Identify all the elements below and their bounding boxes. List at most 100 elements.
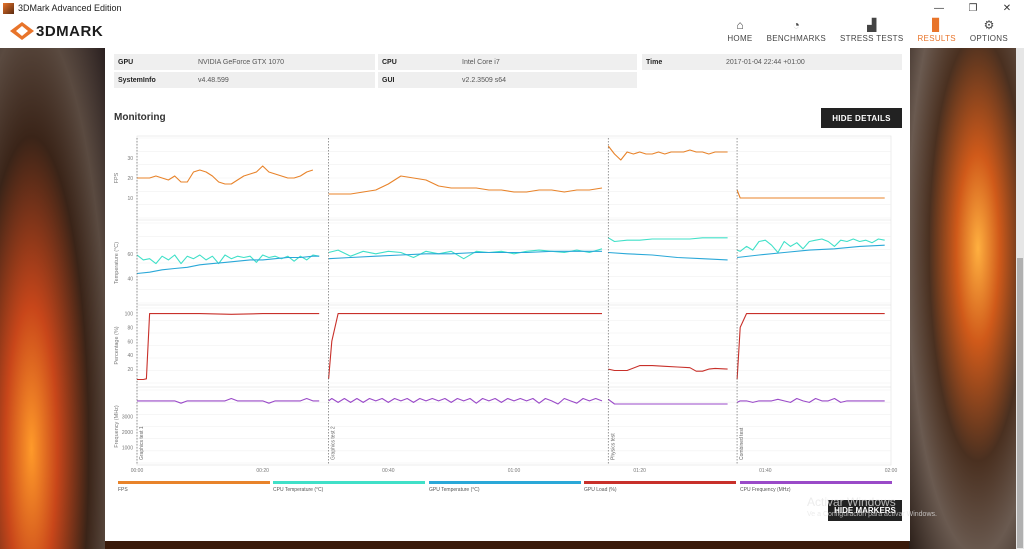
y-tick-label: 1000 bbox=[122, 445, 133, 451]
series-line bbox=[328, 397, 603, 405]
series-line bbox=[607, 398, 728, 405]
series-line bbox=[328, 175, 603, 195]
legend-fps-swatch bbox=[118, 481, 270, 484]
y-tick-label: 80 bbox=[127, 325, 133, 331]
info-systeminfo-key: SystemInfo bbox=[118, 76, 156, 84]
nav-home[interactable]: ⌂ HOME bbox=[727, 18, 752, 43]
x-tick-label: 01:40 bbox=[759, 468, 772, 474]
gauge-icon: ◔ bbox=[792, 18, 800, 32]
x-tick-label: 00:20 bbox=[256, 468, 269, 474]
series-line bbox=[608, 365, 728, 372]
x-tick-label: 01:20 bbox=[633, 468, 646, 474]
legend-cpu-frequency-label: CPU Frequency (MHz) bbox=[740, 487, 791, 493]
gear-icon: ⚙ bbox=[983, 18, 995, 32]
legend-cpu-frequency-swatch bbox=[740, 481, 892, 484]
windows-activation-watermark: Activar Windows Ve a Configuración para … bbox=[807, 495, 937, 518]
legend-cpu-temperature: CPU Temperature (°C) bbox=[273, 481, 425, 493]
scrollbar[interactable] bbox=[1016, 48, 1024, 549]
x-tick-label: 02:00 bbox=[885, 468, 898, 474]
y-tick-label: 30 bbox=[127, 156, 133, 162]
legend-cpu-temperature-swatch bbox=[273, 481, 425, 484]
x-tick-label: 01:00 bbox=[508, 468, 521, 474]
background-art-right bbox=[909, 48, 1024, 549]
title-bar: 3DMark Advanced Edition — ❐ ✕ bbox=[0, 0, 1024, 16]
y-tick-label: 60 bbox=[127, 339, 133, 345]
info-gui: GUI v2.2.3509 s64 bbox=[378, 72, 637, 88]
home-icon: ⌂ bbox=[736, 18, 744, 32]
scrollbar-thumb[interactable] bbox=[1017, 258, 1023, 548]
series-line bbox=[736, 397, 885, 403]
y-tick-label: 10 bbox=[127, 196, 133, 202]
y-tick-label: 2000 bbox=[122, 430, 133, 436]
info-systeminfo-value: v4.48.599 bbox=[198, 76, 229, 84]
series-line bbox=[737, 244, 885, 259]
legend-gpu-load-swatch bbox=[584, 481, 736, 484]
nav-home-label: HOME bbox=[727, 34, 753, 43]
legend-fps: FPS bbox=[118, 481, 270, 493]
y-tick-label: 60 bbox=[127, 252, 133, 258]
legend-cpu-temperature-label: CPU Temperature (°C) bbox=[273, 487, 324, 493]
x-tick-label: 00:00 bbox=[131, 468, 144, 474]
close-button[interactable]: ✕ bbox=[1002, 2, 1012, 14]
monitoring-title: Monitoring bbox=[114, 112, 166, 123]
main-nav: ⌂ HOME ◔ BENCHMARKS ▟ STRESS TESTS ▊ RES… bbox=[713, 18, 1008, 43]
series-line bbox=[328, 313, 602, 379]
legend-cpu-frequency: CPU Frequency (MHz) bbox=[740, 481, 892, 493]
legend-fps-label: FPS bbox=[118, 487, 128, 493]
info-cpu: CPU Intel Core i7 bbox=[378, 54, 637, 70]
series-line bbox=[328, 248, 603, 260]
info-gpu-key: GPU bbox=[118, 58, 134, 66]
info-gpu: GPU NVIDIA GeForce GTX 1070 bbox=[114, 54, 375, 70]
watermark-title: Activar Windows bbox=[807, 495, 896, 509]
series-line bbox=[736, 238, 885, 254]
legend-gpu-temperature: GPU Temperature (°C) bbox=[429, 481, 581, 493]
series-line bbox=[137, 397, 320, 404]
test-marker-label: Physics test bbox=[610, 433, 616, 460]
nav-stress-tests[interactable]: ▟ STRESS TESTS bbox=[840, 18, 903, 43]
y-axis-label: Temperature (°C) bbox=[114, 242, 120, 284]
info-time: Time 2017-01-04 22:44 +01:00 bbox=[642, 54, 902, 70]
nav-benchmarks-label: BENCHMARKS bbox=[766, 34, 827, 43]
stress-chart-icon: ▟ bbox=[867, 18, 877, 32]
info-gui-key: GUI bbox=[382, 76, 395, 84]
hide-details-button[interactable]: HIDE DETAILS bbox=[821, 108, 902, 128]
monitoring-chart: 10 20 30 FPS 40 60 Temperature (°C) 20 40 60 80 100… bbox=[114, 135, 898, 474]
y-axis-label: FPS bbox=[114, 172, 120, 183]
y-tick-label: 3000 bbox=[122, 414, 133, 420]
y-axis-label: Frequency (MHz) bbox=[114, 405, 120, 448]
series-line bbox=[608, 251, 728, 261]
watermark-subtitle: Ve a Configuración para activar Windows. bbox=[807, 511, 937, 518]
minimize-button[interactable]: — bbox=[934, 2, 944, 14]
nav-options-label: OPTIONS bbox=[969, 34, 1008, 43]
y-tick-label: 40 bbox=[127, 353, 133, 359]
background-art-left bbox=[0, 48, 105, 549]
nav-benchmarks[interactable]: ◔ BENCHMARKS bbox=[767, 18, 826, 43]
maximize-button[interactable]: ❐ bbox=[968, 2, 978, 14]
info-time-value: 2017-01-04 22:44 +01:00 bbox=[726, 58, 805, 66]
info-systeminfo: SystemInfo v4.48.599 bbox=[114, 72, 375, 88]
results-panel: GPU NVIDIA GeForce GTX 1070 SystemInfo v… bbox=[105, 48, 910, 541]
y-tick-label: 20 bbox=[127, 176, 133, 182]
test-marker-label: Graphics test 2 bbox=[331, 426, 337, 460]
series-line bbox=[608, 237, 728, 243]
nav-results-label: RESULTS bbox=[917, 34, 956, 43]
hide-markers-button[interactable]: HIDE MARKERS bbox=[828, 500, 902, 521]
legend-gpu-load-label: GPU Load (%) bbox=[584, 487, 617, 493]
x-tick-label: 00:40 bbox=[382, 468, 395, 474]
series-line bbox=[136, 255, 320, 275]
logo[interactable]: 3DMARK bbox=[10, 22, 103, 40]
nav-results[interactable]: ▊ RESULTS bbox=[917, 18, 955, 43]
nav-options[interactable]: ⚙ OPTIONS bbox=[970, 18, 1008, 43]
logo-icon bbox=[10, 22, 34, 40]
series-line bbox=[328, 250, 602, 260]
y-tick-label: 20 bbox=[127, 367, 133, 373]
y-tick-label: 40 bbox=[127, 276, 133, 282]
window-controls: — ❐ ✕ bbox=[922, 0, 1024, 16]
info-cpu-value: Intel Core i7 bbox=[462, 58, 500, 66]
nav-bar: 3DMARK ⌂ HOME ◔ BENCHMARKS ▟ STRESS TEST… bbox=[0, 16, 1024, 48]
series-line bbox=[736, 313, 885, 380]
window-title: 3DMark Advanced Edition bbox=[18, 3, 122, 13]
logo-text: 3DMARK bbox=[36, 22, 104, 40]
legend-gpu-temperature-label: GPU Temperature (°C) bbox=[429, 487, 480, 493]
info-gpu-value: NVIDIA GeForce GTX 1070 bbox=[198, 58, 284, 66]
